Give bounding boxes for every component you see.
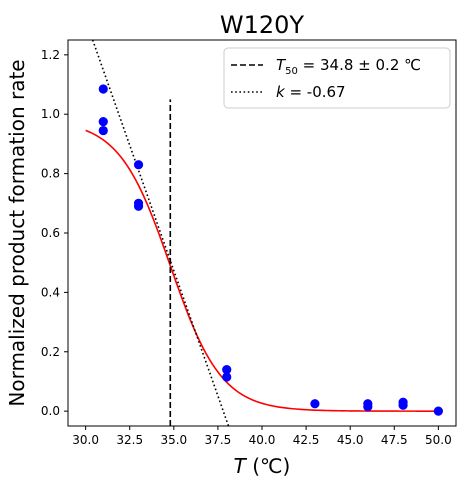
- y-axis: 0.0 0.2 0.4 0.6 0.8 1.0 1.2: [41, 48, 68, 418]
- legend-label-t50: T50 = 34.8 ± 0.2 ℃: [276, 56, 421, 77]
- y-tick-label: 0.2: [41, 345, 60, 359]
- y-tick-label: 0.4: [41, 285, 60, 299]
- x-tick-label: 47.5: [381, 433, 408, 447]
- data-point: [133, 160, 144, 170]
- data-point: [222, 372, 232, 382]
- x-axis: 30.0 32.5 35.0 37.5 40.0 42.5 45.0 47.5 50.0: [72, 426, 452, 447]
- y-tick-label: 1.2: [41, 48, 60, 62]
- legend-frame: [223, 47, 451, 109]
- x-tick-label: 30.0: [72, 433, 99, 447]
- slope-dotted-line: [91, 40, 230, 426]
- data-point: [398, 400, 408, 410]
- y-tick-label: 0.6: [41, 226, 60, 240]
- data-point: [98, 117, 108, 127]
- y-tick-label: 0.8: [41, 167, 60, 181]
- chart-title: W120Y: [220, 11, 305, 39]
- x-tick-label: 37.5: [205, 433, 232, 447]
- x-tick-label: 32.5: [116, 433, 143, 447]
- x-tick-label: 40.0: [249, 433, 276, 447]
- data-point: [363, 402, 373, 412]
- x-tick-label: 35.0: [160, 433, 187, 447]
- data-point: [433, 406, 443, 416]
- x-tick-label: 45.0: [337, 433, 364, 447]
- legend: T50 = 34.8 ± 0.2 ℃ k = -0.67: [223, 47, 451, 109]
- y-axis-title: Normalized product formation rate: [5, 59, 29, 406]
- x-tick-label: 42.5: [293, 433, 320, 447]
- legend-label-k: k = -0.67: [276, 83, 346, 101]
- data-point: [133, 201, 144, 211]
- x-tick-label: 50.0: [425, 433, 452, 447]
- plot-area: [85, 40, 443, 426]
- data-point: [98, 125, 108, 136]
- data-point: [98, 84, 108, 94]
- fit-curve: [85, 129, 439, 412]
- x-axis-title: T (℃): [234, 454, 291, 478]
- y-tick-label: 1.0: [41, 107, 60, 121]
- data-point: [222, 364, 232, 375]
- y-tick-label: 0.0: [41, 404, 60, 418]
- data-point: [310, 399, 320, 409]
